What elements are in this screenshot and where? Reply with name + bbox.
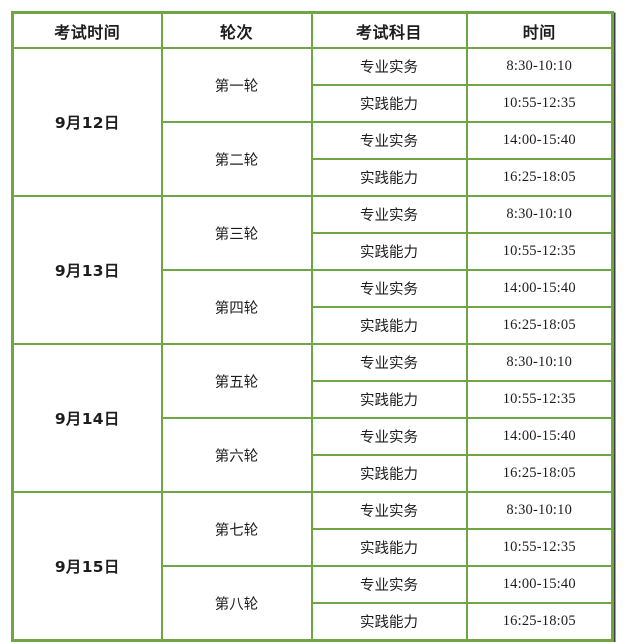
exam-subject-cell: 实践能力 [310,602,468,642]
exam-subject-cell: 实践能力 [310,454,468,493]
exam-date-cell: 9月15日 [11,491,163,642]
exam-subject-cell: 实践能力 [310,232,468,271]
table-row: 实践能力 16:25-18:05 [13,158,614,197]
exam-time-cell: 10:55-12:35 [465,232,614,271]
table-row: 9月15日 第七轮 专业实务 8:30-10:10 [11,491,614,642]
exam-time-cell: 10:55-12:35 [465,528,614,567]
table-row: 9月14日 第五轮 专业实务 8:30-10:10 [11,343,614,493]
round-cell: 第四轮 [160,269,313,345]
exam-subject-cell: 专业实务 [310,47,468,86]
exam-subject-cell: 实践能力 [310,158,468,197]
table-row: 第六轮 专业实务 14:00-15:40 [13,417,614,493]
round-cell: 第三轮 [160,195,313,271]
table-row: 第二轮 专业实务 14:00-15:40 [13,121,614,197]
exam-schedule-container: 考试时间 轮次 考试科目 时间 9月12日 第一轮 专业实务 8:30-10:10 实践… [11,11,614,642]
exam-schedule-table: 考试时间 轮次 考试科目 时间 9月12日 第一轮 专业实务 8:30-10:10 实践… [11,11,614,642]
round-cell: 第六轮 [160,417,313,493]
round-cell: 第七轮 [160,491,313,567]
exam-subject-cell: 专业实务 [310,417,468,456]
exam-subject-cell: 实践能力 [310,84,468,123]
table-row: 实践能力 16:25-18:05 [13,454,614,493]
exam-subject-cell: 专业实务 [310,121,468,160]
column-header-round: 轮次 [160,11,313,49]
exam-date-cell: 9月12日 [11,47,163,197]
exam-time-cell: 14:00-15:40 [465,269,614,308]
exam-subject-cell: 专业实务 [310,565,468,604]
exam-date-cell: 9月14日 [11,343,163,493]
exam-time-cell: 16:25-18:05 [465,158,614,197]
table-row: 实践能力 10:55-12:35 [13,232,614,271]
exam-subject-cell: 专业实务 [310,195,468,234]
round-cell: 第五轮 [160,343,313,419]
round-cell: 第一轮 [160,47,313,123]
table-header: 考试时间 轮次 考试科目 时间 [11,11,614,49]
exam-time-cell: 10:55-12:35 [465,84,614,123]
table-row: 实践能力 10:55-12:35 [13,380,614,419]
exam-subject-cell: 实践能力 [310,306,468,345]
table-body: 9月12日 第一轮 专业实务 8:30-10:10 实践能力 10:55-12:35 第二轮… [11,47,614,642]
exam-subject-cell: 专业实务 [310,269,468,308]
exam-time-cell: 14:00-15:40 [465,417,614,456]
exam-time-cell: 14:00-15:40 [465,565,614,604]
exam-time-cell: 16:25-18:05 [465,306,614,345]
table-row: 第四轮 专业实务 14:00-15:40 [13,269,614,345]
exam-subject-cell: 实践能力 [310,380,468,419]
exam-subject-cell: 专业实务 [310,343,468,382]
exam-time-cell: 8:30-10:10 [465,491,614,530]
exam-time-cell: 8:30-10:10 [465,47,614,86]
exam-time-cell: 10:55-12:35 [465,380,614,419]
exam-time-cell: 14:00-15:40 [465,121,614,160]
table-row: 实践能力 10:55-12:35 [13,528,614,567]
table-row: 9月12日 第一轮 专业实务 8:30-10:10 [11,47,614,197]
column-header-exam-date: 考试时间 [11,11,163,49]
column-header-exam-subject: 考试科目 [310,11,468,49]
header-row: 考试时间 轮次 考试科目 时间 [11,11,614,49]
round-cell: 第二轮 [160,121,313,197]
exam-subject-cell: 实践能力 [310,528,468,567]
exam-time-cell: 16:25-18:05 [465,454,614,493]
exam-time-cell: 8:30-10:10 [465,195,614,234]
round-cell: 第八轮 [160,565,313,642]
exam-time-cell: 16:25-18:05 [465,602,614,642]
table-row: 实践能力 16:25-18:05 [13,306,614,345]
exam-subject-cell: 专业实务 [310,491,468,530]
table-row: 实践能力 10:55-12:35 [13,84,614,123]
exam-date-cell: 9月13日 [11,195,163,345]
exam-time-cell: 8:30-10:10 [465,343,614,382]
column-header-time: 时间 [465,11,614,49]
page-root: 考试时间 轮次 考试科目 时间 9月12日 第一轮 专业实务 8:30-10:10 实践… [11,11,614,642]
table-row: 9月13日 第三轮 专业实务 8:30-10:10 [11,195,614,345]
